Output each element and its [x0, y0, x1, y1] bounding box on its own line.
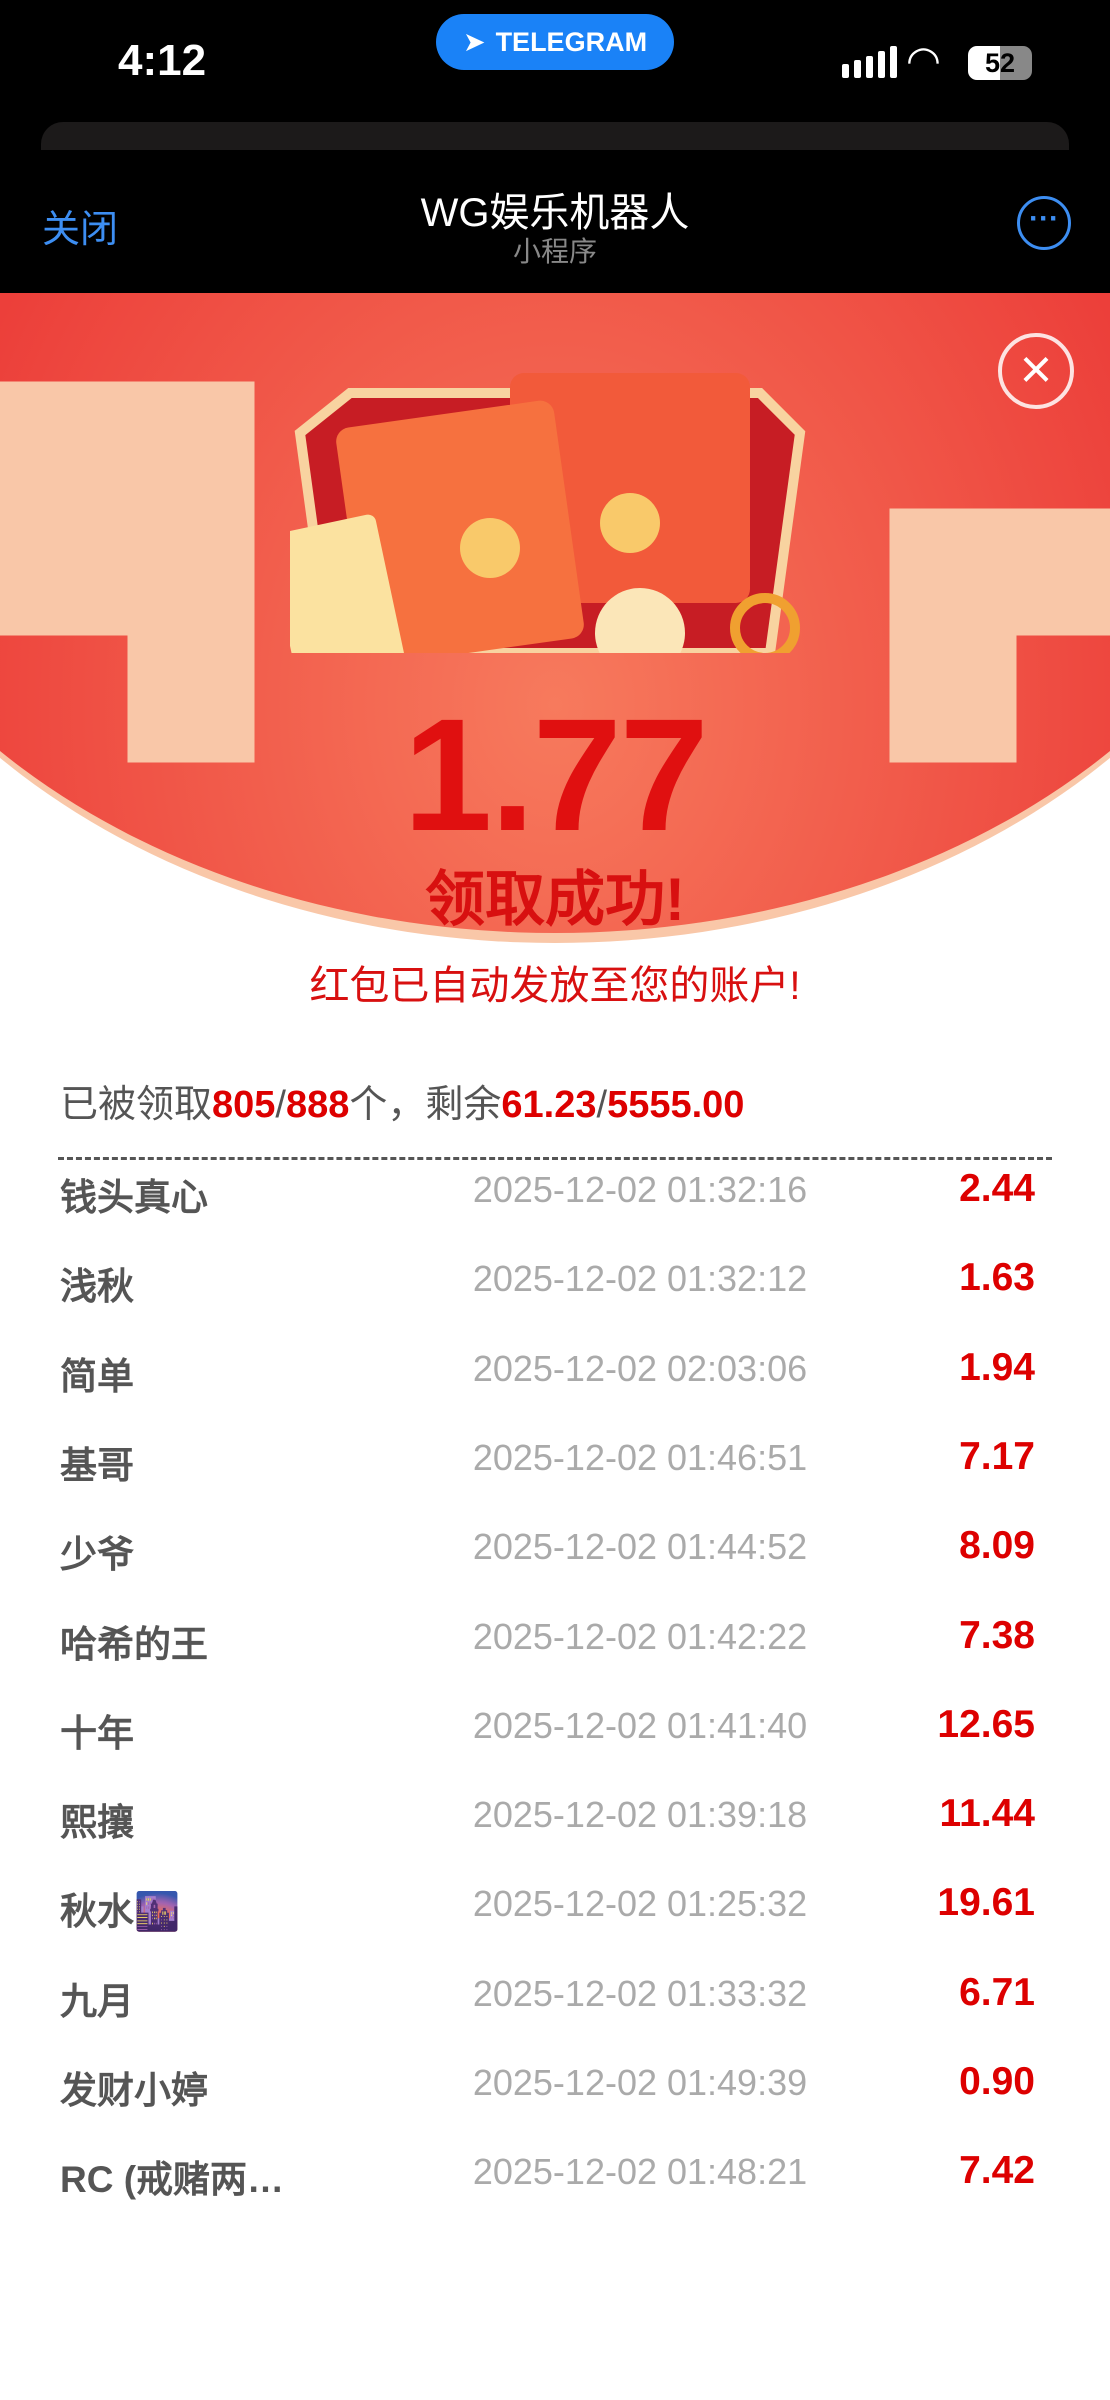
claim-amount: 11.44 [939, 1792, 1035, 1836]
claim-time: 2025-12-02 01:39:18 [472, 1794, 808, 1836]
claim-time: 2025-12-02 01:32:16 [472, 1169, 808, 1210]
claimer-name: 少爷 [60, 1534, 134, 1576]
close-circle-icon[interactable]: × [998, 333, 1074, 409]
claim-amount: 19.61 [937, 1881, 1035, 1925]
clock: 4:12 [118, 36, 207, 85]
telegram-icon: ➤ [462, 26, 486, 57]
remaining-amount: 61.23 [501, 1084, 597, 1126]
sheet-handle [41, 122, 1069, 150]
claim-amount: 7.17 [959, 1434, 1035, 1478]
ellipsis-circle-icon[interactable]: ··· [1017, 196, 1071, 250]
claim-amount: 7.42 [959, 2149, 1035, 2193]
claim-row: 基哥 2025-12-02 01:46:51 7.17 [0, 1413, 1110, 1502]
stats-prefix: 已被领取 [60, 1084, 213, 1126]
red-packet-page: × 1.77 领取成功! 红包已自动发放至您的账户! 已被领取805/888个，… [0, 293, 1110, 2400]
claimer-name: 基哥 [60, 1444, 134, 1486]
slash: / [596, 1084, 608, 1126]
claimer-name: 简单 [60, 1355, 134, 1397]
claimer-name: 熙攘 [60, 1802, 134, 1844]
claim-stats: 已被领取805/888个，剩余61.23/5555.00 [60, 1073, 744, 1128]
claim-row: RC (戒赌两… 2025-12-02 01:48:21 7.42 [0, 2127, 1110, 2216]
claimer-name: 发财小婷 [60, 2070, 208, 2111]
claim-row: 浅秋 2025-12-02 01:32:12 1.63 [0, 1234, 1110, 1323]
slash: / [275, 1084, 286, 1126]
claim-time: 2025-12-02 01:42:22 [472, 1615, 808, 1657]
claim-row: 熙攘 2025-12-02 01:39:18 11.44 [0, 1770, 1110, 1859]
dashed-divider [58, 1157, 1052, 1160]
claimer-name: 浅秋 [60, 1266, 134, 1308]
telegram-pill[interactable]: ➤ TELEGRAM [436, 14, 674, 70]
cellular-signal-icon [842, 46, 897, 78]
claim-amount: 1.94 [959, 1345, 1035, 1389]
claimer-name: 九月 [60, 1980, 134, 2022]
success-message: 红包已自动发放至您的账户! [309, 964, 801, 1008]
claim-row: 哈希的王 2025-12-02 01:42:22 7.38 [0, 1592, 1110, 1681]
claimer-name: RC (戒赌两… [60, 2159, 285, 2201]
red-packet-illustration [290, 373, 806, 653]
claimer-name: 十年 [60, 1712, 134, 1754]
claim-amount: 0.90 [959, 2060, 1035, 2103]
claim-time: 2025-12-02 01:33:32 [472, 1972, 808, 2014]
claim-list[interactable]: 钱头真心 2025-12-02 01:32:16 2.44 浅秋 2025-12-02 … [0, 1160, 1110, 2400]
claim-time: 2025-12-02 01:44:52 [472, 1526, 808, 1568]
received-amount: 1.77 [403, 685, 708, 864]
claimer-name: 钱头真心 [60, 1177, 208, 1218]
mini-app-header: 关闭 WG娱乐机器人 小程序 ··· [0, 150, 1110, 293]
claim-time: 2025-12-02 01:48:21 [472, 2151, 808, 2193]
claim-time: 2025-12-02 01:41:40 [472, 1704, 808, 1746]
claim-amount: 1.63 [959, 1256, 1035, 1300]
claim-row: 钱头真心 2025-12-02 01:32:16 2.44 [0, 1160, 1110, 1234]
close-button[interactable]: 关闭 [42, 209, 119, 251]
claim-row: 简单 2025-12-02 02:03:06 1.94 [0, 1324, 1110, 1413]
wifi-icon: ◠ [906, 39, 941, 83]
claim-amount: 12.65 [937, 1702, 1035, 1746]
claim-time: 2025-12-02 02:03:06 [472, 1347, 808, 1389]
claimer-name: 秋水🌆 [60, 1891, 181, 1933]
claim-row: 九月 2025-12-02 01:33:32 6.71 [0, 1949, 1110, 2038]
claim-amount: 6.71 [959, 1970, 1035, 2014]
claim-row: 十年 2025-12-02 01:41:40 12.65 [0, 1681, 1110, 1770]
pill-label: TELEGRAM [495, 26, 648, 57]
claim-time: 2025-12-02 01:49:39 [472, 2062, 808, 2103]
battery-icon: 52 [968, 46, 1032, 80]
claim-amount: 2.44 [959, 1167, 1035, 1210]
claimer-name: 哈希的王 [60, 1623, 208, 1665]
claim-row: 秋水🌆 2025-12-02 01:25:32 19.61 [0, 1859, 1110, 1948]
status-bar: 4:12 ➤ TELEGRAM ◠ 52 [0, 0, 1110, 120]
claim-row: 少爷 2025-12-02 01:44:52 8.09 [0, 1502, 1110, 1591]
app-title: WG娱乐机器人 [420, 191, 690, 235]
claim-amount: 8.09 [959, 1524, 1035, 1568]
app-subtitle: 小程序 [512, 236, 597, 267]
success-heading: 领取成功! [425, 866, 685, 933]
claim-time: 2025-12-02 01:46:51 [472, 1436, 808, 1478]
claim-time: 2025-12-02 01:32:12 [472, 1258, 808, 1300]
total-count: 888 [285, 1084, 350, 1126]
total-amount: 5555.00 [607, 1084, 745, 1126]
claim-time: 2025-12-02 01:25:32 [472, 1883, 808, 1925]
claimed-count: 805 [212, 1084, 276, 1126]
claim-row: 发财小婷 2025-12-02 01:49:39 0.90 [0, 2038, 1110, 2127]
stats-unit: 个，剩余 [349, 1084, 502, 1126]
claim-amount: 7.38 [959, 1613, 1035, 1657]
